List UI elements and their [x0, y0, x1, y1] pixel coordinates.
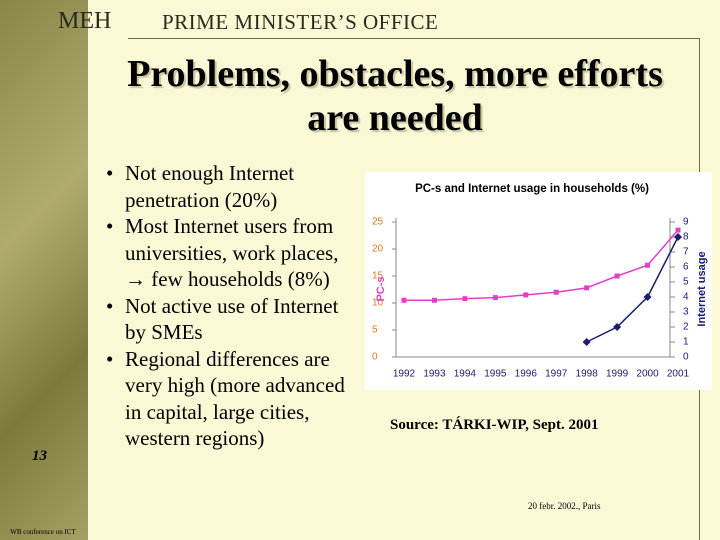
y2-tick-label: 5: [683, 277, 689, 288]
x-tick-label: 1999: [606, 369, 629, 380]
x-tick-label: 1992: [393, 369, 416, 380]
footer: 20 febr. 2002., Paris: [528, 501, 601, 511]
x-tick-label: 2001: [667, 369, 690, 380]
y-tick-label: 10: [372, 298, 384, 309]
marker: [643, 293, 652, 301]
bullet-list: Not enough Internet penetration (20%) Mo…: [100, 160, 362, 452]
y2-axis-title: Internet usage: [696, 251, 708, 326]
y-tick-label: 20: [372, 244, 384, 255]
marker: [613, 323, 622, 331]
y-tick-label: 5: [372, 325, 378, 336]
y2-tick-label: 4: [683, 292, 689, 303]
series-line: [586, 236, 679, 343]
bullet: Not enough Internet penetration (20%): [100, 160, 362, 213]
y2-tick-label: 3: [683, 307, 689, 318]
logo: MEH: [58, 8, 112, 34]
page-number: 13: [32, 448, 47, 464]
marker: [584, 285, 590, 291]
marker: [582, 338, 591, 346]
x-tick-label: 1998: [576, 369, 599, 380]
bullet: Most Internet users from universities, w…: [100, 213, 362, 293]
marker: [553, 289, 559, 295]
office-name: PRIME MINISTER’S OFFICE: [162, 10, 439, 34]
marker: [674, 233, 682, 241]
marker: [645, 262, 651, 268]
y-tick-label: 15: [372, 271, 384, 282]
chart-frame: [365, 172, 712, 390]
x-tick-label: 1993: [423, 369, 446, 380]
bullet: Regional differences are very high (more…: [100, 346, 362, 452]
y2-tick-label: 7: [683, 247, 689, 258]
y2-tick-label: 0: [683, 352, 689, 363]
marker: [462, 296, 468, 302]
series-line: [404, 229, 679, 302]
chart-title: PC-s and Internet usage in households (%…: [415, 183, 649, 195]
x-tick-label: 1996: [515, 369, 538, 380]
marker: [401, 297, 407, 303]
side-note: WB conference on ICT: [10, 528, 76, 536]
marker: [675, 227, 681, 233]
y2-tick-label: 8: [683, 232, 689, 243]
y2-tick-label: 6: [683, 262, 689, 273]
y-axis-title: PC-s: [375, 276, 387, 301]
x-tick-label: 1997: [545, 369, 568, 380]
bullet: Not active use of Internet by SMEs: [100, 293, 362, 346]
side-strip: [0, 0, 88, 540]
x-tick-label: 2000: [636, 369, 659, 380]
y2-tick-label: 9: [683, 217, 689, 228]
source: Source: TÁRKI-WIP, Sept. 2001: [390, 417, 599, 433]
x-tick-label: 1995: [484, 369, 507, 380]
marker: [523, 292, 529, 298]
y-tick-label: 25: [372, 217, 384, 228]
marker: [431, 297, 437, 303]
marker: [492, 295, 498, 301]
y2-tick-label: 1: [683, 337, 689, 348]
y2-tick-label: 2: [683, 322, 689, 333]
slide-title: Problems, obstacles, more efforts are ne…: [127, 53, 663, 139]
marker: [614, 273, 620, 279]
header-rule: [128, 38, 700, 39]
y-tick-label: 0: [372, 352, 378, 363]
x-tick-label: 1994: [454, 369, 477, 380]
